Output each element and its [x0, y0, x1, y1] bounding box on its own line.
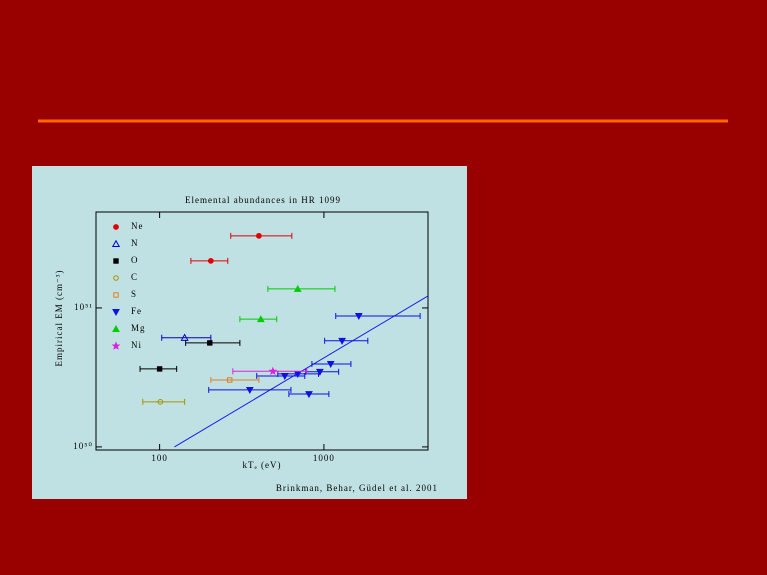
legend-label: Fe: [131, 306, 142, 316]
x-axis-label: kTₑ (eV): [242, 460, 281, 470]
legend-label: Ni: [131, 340, 142, 350]
data-point: [293, 284, 302, 292]
legend-label: O: [131, 255, 139, 265]
chart-title: Elemental abundances in HR 1099: [185, 195, 341, 205]
data-point: [245, 386, 254, 394]
chart-panel: [32, 166, 467, 499]
y-tick-label: 10⁵¹: [74, 302, 93, 312]
legend-label: Ne: [131, 221, 144, 231]
data-point: [226, 377, 233, 383]
legend-label: C: [131, 272, 138, 282]
x-tick-label: 1000: [313, 453, 335, 463]
y-axis-label: Empirical EM (cm⁻³): [54, 270, 64, 367]
legend-marker: [111, 239, 121, 248]
x-tick-label: 100: [151, 453, 168, 463]
data-point: [156, 366, 163, 372]
legend-marker: [112, 324, 120, 332]
legend-marker: [113, 258, 119, 264]
data-point: [354, 313, 363, 321]
data-point: [280, 372, 289, 380]
data-point: [180, 333, 189, 341]
data-point: [256, 315, 265, 323]
legend-marker: [112, 309, 120, 317]
legend-label: N: [131, 238, 139, 248]
plot-area: [139, 232, 428, 448]
data-point: [326, 361, 335, 369]
credit: Brinkman, Behar, Güdel et al. 2001: [276, 483, 438, 493]
legend-marker: [113, 275, 119, 281]
legend-label: Mg: [131, 323, 146, 333]
legend-marker: [111, 341, 121, 350]
data-point: [157, 399, 164, 405]
data-point: [305, 391, 313, 399]
data-point: [338, 337, 346, 345]
data-point: [207, 340, 213, 346]
legend-marker: [113, 224, 119, 230]
data-point: [207, 257, 214, 264]
legend-marker: [113, 292, 119, 298]
data-point: [255, 232, 262, 239]
plot-frame: [95, 211, 429, 451]
data-point: [268, 366, 278, 376]
legend-label: S: [131, 289, 137, 299]
y-tick-label: 10⁵⁰: [73, 441, 93, 451]
